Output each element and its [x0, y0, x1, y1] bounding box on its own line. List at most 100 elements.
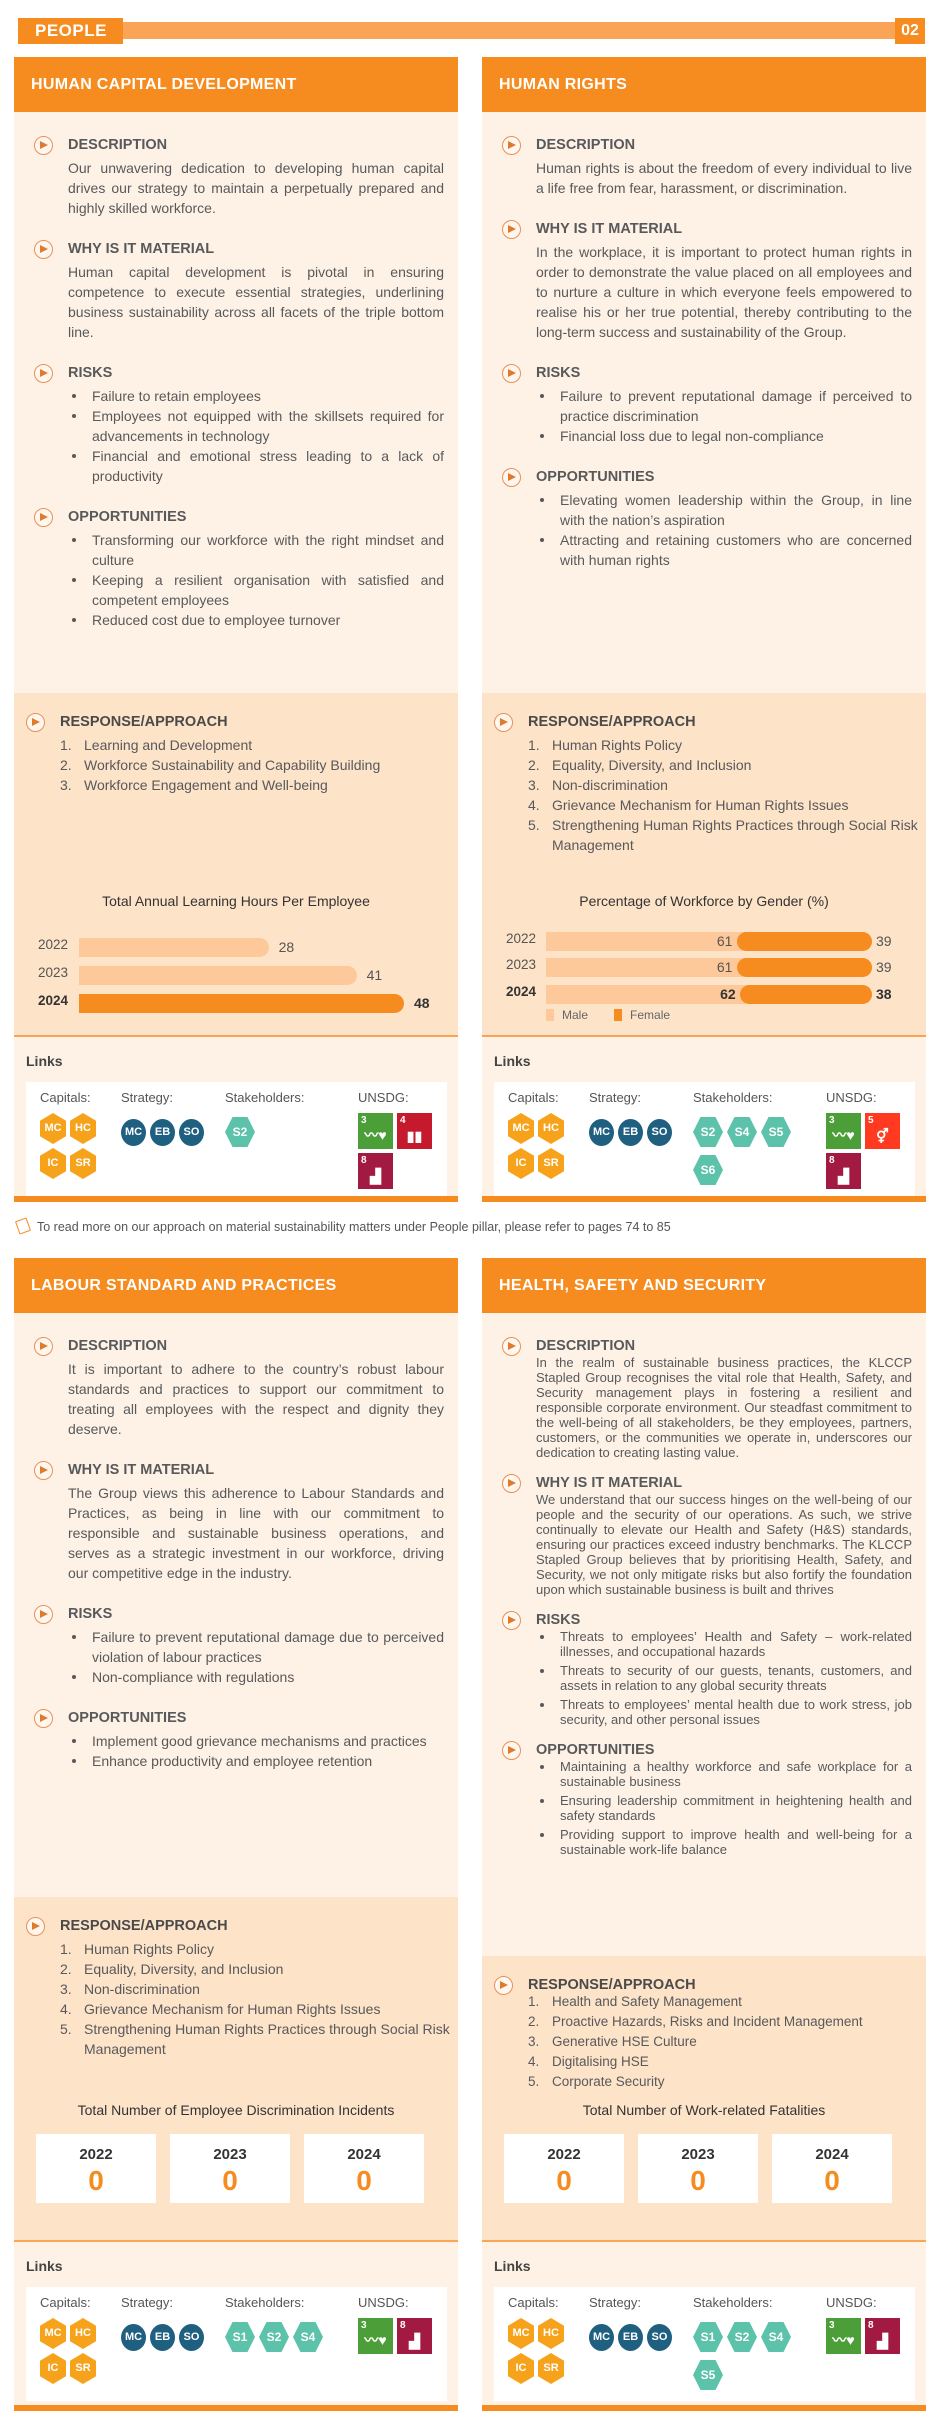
links-capitals: Capitals: MC HC IC SR [40, 1090, 102, 1179]
risk-item: Failure to retain employees [72, 386, 444, 406]
bar-label: 2022 [506, 931, 537, 946]
risk-item: Failure to prevent reputational damage d… [72, 1629, 444, 1665]
stat-value: 0 [356, 2165, 372, 2196]
capitals-badge[interactable]: HC [538, 1113, 564, 1144]
bar-female [736, 932, 872, 951]
risk-item: Non-compliance with regulations [72, 1667, 444, 1687]
links-strategy: Strategy: MC EB SO [121, 1090, 211, 1146]
item-text: Corporate Security [552, 2074, 665, 2089]
sdg-number: 8 [829, 1155, 835, 1166]
links-stakeholders: Stakeholders: S1 S2 S4 [225, 2295, 375, 2352]
capitals-badge[interactable]: HC [70, 2318, 96, 2349]
bar-label: 2023 [506, 957, 537, 972]
heartbeat-icon: 〰♥ [364, 1127, 387, 1143]
risks-heading: RISKS [68, 365, 113, 381]
unsdg-icons: 3 〰♥ 4 ▮▮ 8 ▟ [358, 1113, 438, 1189]
links-strategy: Strategy: MC EB SO [589, 1090, 679, 1146]
strategy-badge[interactable]: EB [150, 2324, 175, 2351]
stakeholders-badge[interactable]: S2 [225, 1117, 255, 1147]
stakeholders-icons: S2 S4 S5 S6 [693, 1113, 803, 1185]
description-heading: DESCRIPTION [536, 137, 636, 153]
capitals-badge[interactable]: MC [508, 2318, 534, 2349]
risks-list: Threats to employees’ Health and Safety … [536, 1629, 912, 1727]
response-item: 5. Corporate Security [528, 2074, 926, 2090]
capitals-badge[interactable]: HC [538, 2318, 564, 2349]
stakeholders-badge[interactable]: S5 [693, 2360, 723, 2390]
strategy-badge[interactable]: SO [179, 2324, 204, 2351]
links-section: Links Capitals: MC HC IC SR Strategy: MC EB SO Sta… [14, 2240, 458, 2405]
capitals-icons: MC HC IC SR [508, 2318, 570, 2384]
strategy-badge[interactable]: MC [121, 2324, 146, 2351]
strategy-badge[interactable]: SO [647, 2324, 672, 2351]
capitals-badge[interactable]: MC [40, 2318, 66, 2349]
strategy-badge[interactable]: EB [150, 1119, 175, 1146]
legend-swatch [546, 1009, 554, 1021]
capitals-badge[interactable]: MC [508, 1113, 534, 1144]
sdg-number: 3 [829, 2320, 835, 2331]
strategy-badge[interactable]: MC [589, 1119, 614, 1146]
item-text: Human Rights Policy [552, 737, 682, 753]
stat-year: 2023 [681, 2146, 715, 2163]
capitals-badge[interactable]: SR [538, 2353, 564, 2384]
stakeholders-badge[interactable]: S4 [293, 2322, 323, 2352]
capitals-badge[interactable]: IC [40, 2353, 66, 2384]
links-capitals: Capitals: MC HC IC SR [508, 2295, 570, 2384]
response-item: 3. Workforce Engagement and Well-being [60, 775, 458, 795]
stakeholders-badge[interactable]: S2 [727, 2322, 757, 2352]
strategy-badge[interactable]: MC [121, 1119, 146, 1146]
capitals-badge[interactable]: SR [538, 1148, 564, 1179]
stakeholders-badge[interactable]: S1 [225, 2322, 255, 2352]
stakeholders-badge[interactable]: S2 [693, 1117, 723, 1147]
book-icon: ▮▮ [406, 1128, 423, 1144]
links-box: Capitals: MC HC IC SR Strategy: MC EB SO Stakehol… [26, 1082, 447, 1196]
card-body: DESCRIPTION It is important to adhere to … [14, 1313, 458, 1897]
response-band: RESPONSE/APPROACH 1. Human Rights Policy 2.… [14, 1897, 458, 2240]
response-item: 5. Strengthening Human Rights Practices t… [528, 815, 926, 855]
why-material-section: WHY IS IT MATERIAL We understand that our… [482, 1472, 912, 1597]
material-matter-card: HUMAN RIGHTS DESCRIPTION Human rights is a… [482, 57, 926, 1202]
strategy-badge[interactable]: EB [618, 2324, 643, 2351]
chevron-right-circle-icon [34, 240, 53, 259]
chevron-right-circle-icon [26, 1917, 45, 1936]
response-item: 1. Learning and Development [60, 735, 458, 755]
description-heading: DESCRIPTION [68, 1338, 168, 1354]
risks-list: Failure to prevent reputational damage i… [536, 386, 912, 446]
links-box: Capitals: MC HC IC SR Strategy: MC EB SO Stakehol… [494, 2287, 915, 2401]
response-heading: RESPONSE/APPROACH [528, 1977, 696, 1993]
stakeholders-badge[interactable]: S4 [761, 2322, 791, 2352]
stakeholders-badge[interactable]: S1 [693, 2322, 723, 2352]
capitals-badge[interactable]: IC [508, 1148, 534, 1179]
stakeholders-badge[interactable]: S5 [761, 1117, 791, 1147]
capitals-badge[interactable]: MC [40, 1113, 66, 1144]
capitals-badge[interactable]: HC [70, 1113, 96, 1144]
unsdg-icons: 3 〰♥ 5 ⚥ 8 ▟ [826, 1113, 906, 1189]
strategy-badge[interactable]: SO [647, 1119, 672, 1146]
stat-box: 2023 0 [638, 2134, 758, 2203]
risks-list: Failure to retain employees Employees not… [68, 386, 444, 486]
strategy-badge[interactable]: MC [589, 2324, 614, 2351]
sdg-4-badge: 4 ▮▮ [397, 1113, 432, 1149]
capitals-badge[interactable]: IC [40, 1148, 66, 1179]
stakeholders-badge[interactable]: S2 [259, 2322, 289, 2352]
stakeholders-badge[interactable]: S6 [693, 1155, 723, 1185]
capitals-badge[interactable]: IC [508, 2353, 534, 2384]
sdg-8-badge: 8 ▟ [397, 2318, 432, 2354]
capitals-badge[interactable]: SR [70, 1148, 96, 1179]
stakeholders-badge[interactable]: S4 [727, 1117, 757, 1147]
opportunities-heading: OPPORTUNITIES [536, 1742, 655, 1758]
item-text: Non-discrimination [552, 777, 668, 793]
sdg-3-badge: 3 〰♥ [826, 1113, 861, 1149]
sdg-number: 8 [868, 2320, 874, 2331]
item-text: Strengthening Human Rights Practices thr… [84, 2021, 450, 2057]
risk-item: Threats to security of our guests, tenan… [540, 1663, 912, 1693]
strategy-badge[interactable]: EB [618, 1119, 643, 1146]
chevron-right-circle-icon [34, 1337, 53, 1356]
strategy-badge[interactable]: SO [179, 1119, 204, 1146]
capitals-badge[interactable]: SR [70, 2353, 96, 2384]
links-box: Capitals: MC HC IC SR Strategy: MC EB SO Stakehol… [494, 1082, 915, 1196]
why-material-heading: WHY IS IT MATERIAL [536, 1475, 683, 1491]
chevron-right-circle-icon [502, 1474, 521, 1493]
strategy-icons: MC EB SO [589, 2318, 679, 2351]
female-value: 39 [876, 959, 892, 975]
risks-section: RISKS Failure to prevent reputational dam… [482, 362, 912, 446]
